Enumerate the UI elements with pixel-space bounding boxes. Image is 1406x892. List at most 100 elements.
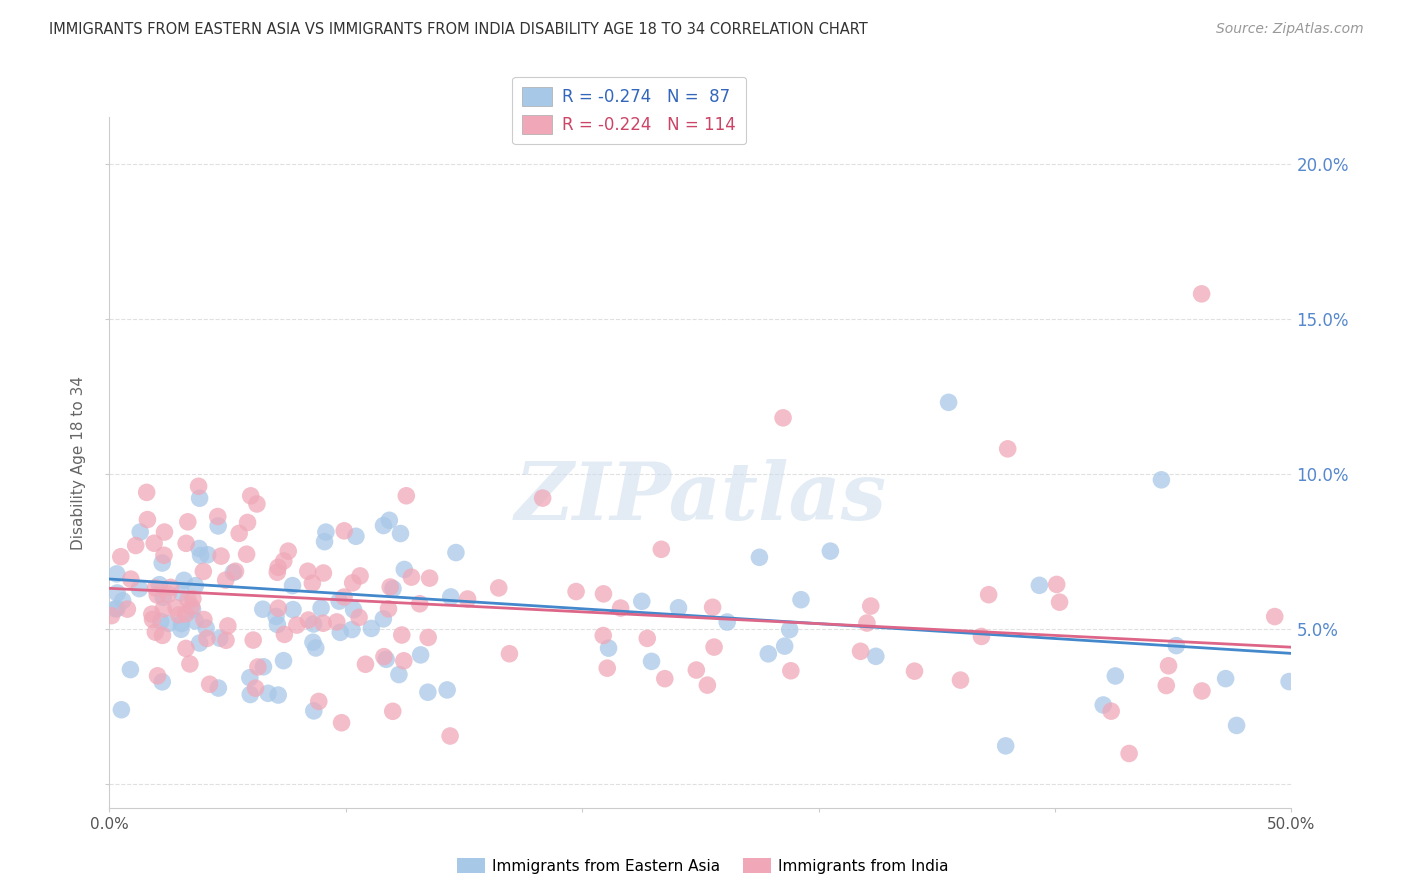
Point — [596, 661, 619, 675]
Point — [236, 516, 259, 530]
Point — [141, 607, 163, 621]
Point — [105, 601, 128, 615]
Point — [165, 600, 187, 615]
Point — [419, 571, 441, 585]
Point — [266, 617, 288, 632]
Point — [418, 631, 440, 645]
Point — [330, 715, 353, 730]
Point — [273, 627, 295, 641]
Point — [373, 649, 395, 664]
Point — [297, 564, 319, 578]
Point — [281, 578, 304, 592]
Point — [388, 667, 411, 681]
Point — [865, 649, 887, 664]
Point — [333, 590, 356, 604]
Point — [143, 536, 166, 550]
Point — [444, 545, 467, 559]
Point — [111, 593, 134, 607]
Point — [152, 591, 174, 605]
Point — [315, 525, 337, 540]
Point — [395, 489, 418, 503]
Point — [1118, 747, 1140, 761]
Point — [302, 635, 325, 649]
Point — [378, 513, 401, 527]
Point — [145, 625, 167, 640]
Point — [488, 581, 510, 595]
Point — [1215, 672, 1237, 686]
Point — [1264, 609, 1286, 624]
Point — [392, 654, 415, 668]
Point — [301, 576, 323, 591]
Point — [748, 550, 770, 565]
Point — [246, 660, 269, 674]
Point — [994, 739, 1017, 753]
Y-axis label: Disability Age 18 to 34: Disability Age 18 to 34 — [72, 376, 86, 549]
Point — [177, 592, 200, 607]
Point — [650, 542, 672, 557]
Legend: Immigrants from Eastern Asia, Immigrants from India: Immigrants from Eastern Asia, Immigrants… — [451, 852, 955, 880]
Point — [190, 549, 212, 563]
Point — [273, 554, 295, 568]
Point — [333, 524, 356, 538]
Point — [193, 613, 215, 627]
Point — [146, 588, 169, 602]
Point — [1191, 684, 1213, 698]
Point — [373, 612, 395, 626]
Point — [146, 669, 169, 683]
Point — [188, 636, 211, 650]
Point — [125, 539, 148, 553]
Point — [235, 547, 257, 561]
Point — [239, 688, 262, 702]
Point — [394, 562, 416, 576]
Point — [117, 602, 139, 616]
Point — [149, 615, 172, 629]
Point — [208, 632, 231, 646]
Point — [630, 594, 652, 608]
Point — [314, 534, 336, 549]
Point — [153, 548, 176, 562]
Point — [531, 491, 554, 505]
Point — [267, 688, 290, 702]
Point — [373, 518, 395, 533]
Point — [207, 519, 229, 533]
Text: ZIPatlas: ZIPatlas — [515, 458, 886, 536]
Point — [820, 544, 842, 558]
Point — [344, 529, 367, 543]
Point — [859, 599, 882, 613]
Point — [145, 581, 167, 595]
Point — [640, 654, 662, 668]
Point — [409, 648, 432, 662]
Point — [305, 640, 328, 655]
Point — [228, 526, 250, 541]
Point — [246, 497, 269, 511]
Point — [148, 577, 170, 591]
Point — [209, 549, 232, 563]
Point — [375, 652, 398, 666]
Point — [609, 601, 631, 615]
Point — [1278, 674, 1301, 689]
Point — [772, 410, 794, 425]
Point — [174, 536, 197, 550]
Point — [636, 632, 658, 646]
Point — [170, 586, 193, 600]
Point — [1099, 704, 1122, 718]
Point — [257, 686, 280, 700]
Point — [110, 549, 132, 564]
Point — [120, 663, 142, 677]
Point — [1104, 669, 1126, 683]
Point — [159, 580, 181, 594]
Point — [439, 729, 461, 743]
Point — [382, 582, 405, 596]
Point — [245, 681, 267, 695]
Point — [188, 491, 211, 506]
Point — [401, 570, 423, 584]
Point — [685, 663, 707, 677]
Point — [224, 564, 246, 578]
Point — [977, 588, 1000, 602]
Point — [457, 592, 479, 607]
Point — [696, 678, 718, 692]
Point — [380, 580, 402, 594]
Point — [152, 628, 174, 642]
Point — [267, 601, 290, 615]
Point — [129, 524, 152, 539]
